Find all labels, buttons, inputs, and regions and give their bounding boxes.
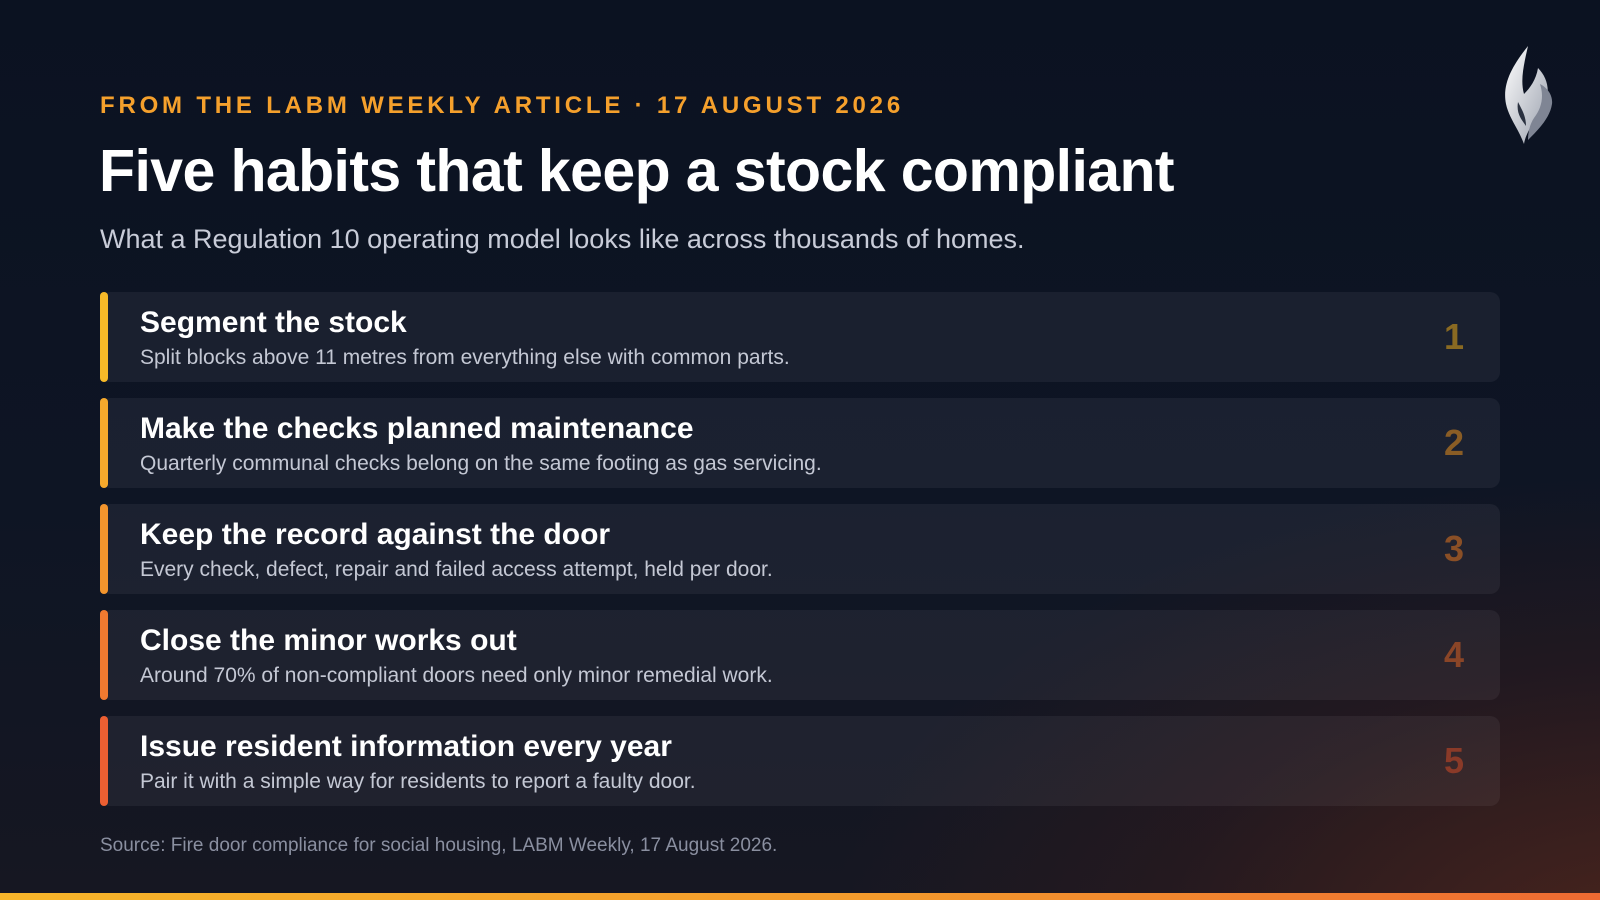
habit-description: Split blocks above 11 metres from everyt…	[140, 346, 790, 369]
habit-number: 2	[1443, 422, 1464, 463]
habit-accent-bar	[100, 292, 108, 382]
habit-title: Issue resident information every year	[140, 730, 672, 763]
habit-number: 3	[1443, 528, 1464, 569]
habit-description: Every check, defect, repair and failed a…	[140, 558, 773, 581]
page-title: Five habits that keep a stock compliant	[99, 138, 1175, 204]
habit-accent-bar	[100, 398, 108, 488]
flame-logo-icon	[1505, 46, 1553, 144]
habit-title: Make the checks planned maintenance	[140, 412, 694, 445]
habit-title: Segment the stock	[140, 306, 407, 339]
habit-number: 4	[1443, 634, 1464, 675]
habit-title: Close the minor works out	[140, 624, 517, 657]
bottom-accent-bar	[0, 893, 1600, 900]
habit-card: Keep the record against the door Every c…	[100, 504, 1500, 594]
habit-description: Around 70% of non-compliant doors need o…	[140, 664, 773, 687]
habit-description: Pair it with a simple way for residents …	[140, 770, 696, 793]
page-subtitle: What a Regulation 10 operating model loo…	[100, 224, 1025, 254]
habit-card: Close the minor works out Around 70% of …	[100, 610, 1500, 700]
article-eyebrow: FROM THE LABM WEEKLY ARTICLE · 17 AUGUST…	[100, 92, 904, 119]
habit-accent-bar	[100, 610, 108, 700]
habit-title: Keep the record against the door	[140, 518, 611, 551]
habit-description: Quarterly communal checks belong on the …	[140, 452, 822, 475]
habit-number: 1	[1443, 316, 1464, 357]
habit-card: Issue resident information every year Pa…	[100, 716, 1500, 806]
habit-card: Make the checks planned maintenance Quar…	[100, 398, 1500, 488]
habit-accent-bar	[100, 716, 108, 806]
habit-number: 5	[1443, 740, 1464, 781]
habit-card: Segment the stock Split blocks above 11 …	[100, 292, 1500, 382]
source-citation: Source: Fire door compliance for social …	[100, 835, 778, 856]
habits-list: Segment the stock Split blocks above 11 …	[100, 292, 1500, 822]
habit-accent-bar	[100, 504, 108, 594]
